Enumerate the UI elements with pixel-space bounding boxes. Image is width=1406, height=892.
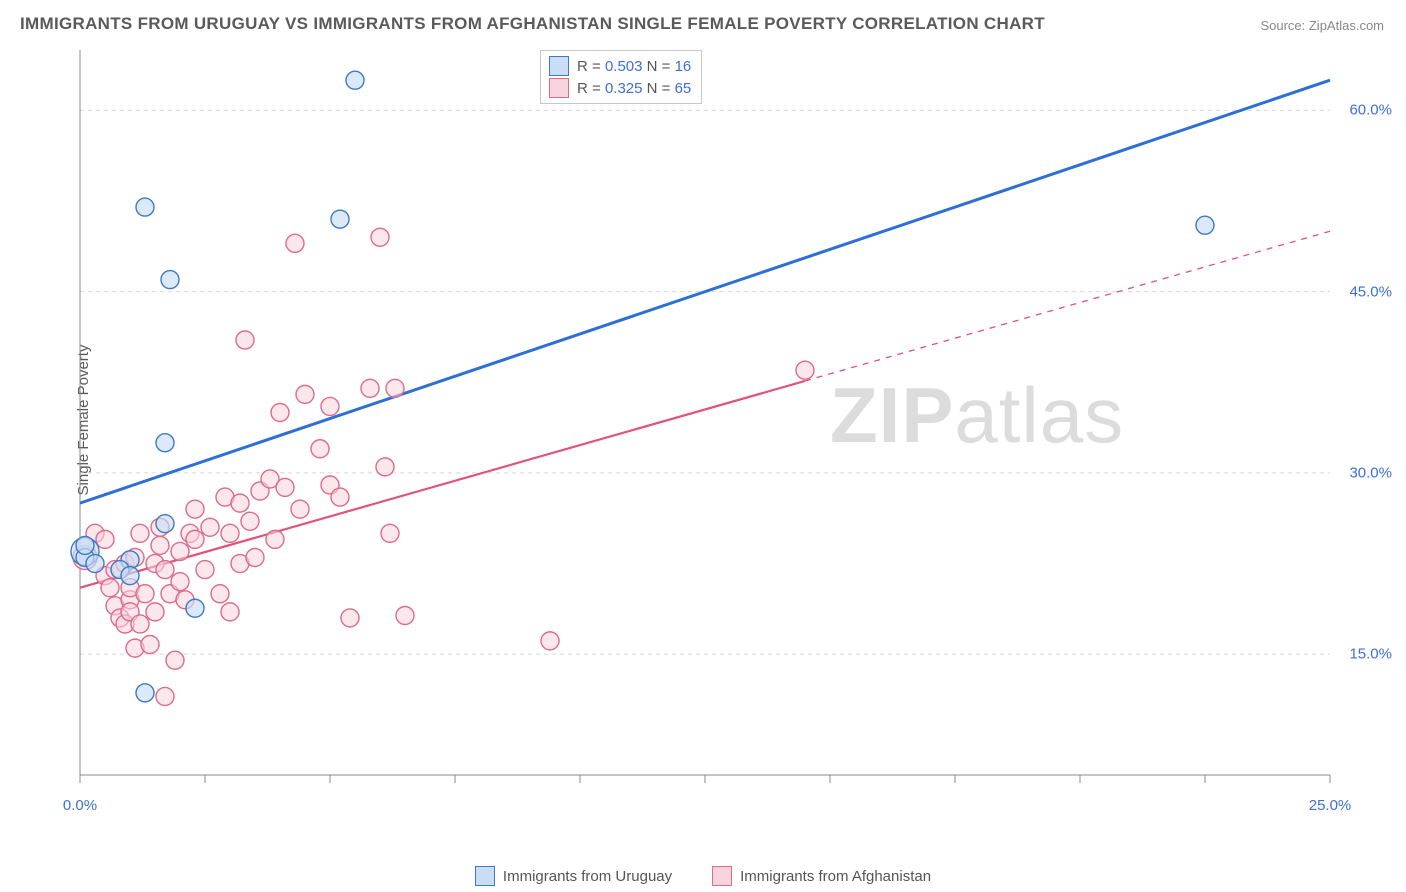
y-tick-label: 45.0%	[1349, 283, 1392, 300]
swatch-blue-icon	[475, 866, 495, 886]
n-value: 16	[675, 58, 692, 75]
y-tick-label: 15.0%	[1349, 646, 1392, 663]
y-tick-label: 30.0%	[1349, 464, 1392, 481]
scatter-plot	[50, 45, 1390, 835]
n-label: N =	[642, 80, 674, 97]
r-value: 0.503	[605, 58, 643, 75]
r-label: R =	[577, 80, 605, 97]
legend-label: Immigrants from Uruguay	[503, 868, 672, 885]
legend-text: R = 0.503 N = 16	[577, 58, 691, 75]
legend-text: R = 0.325 N = 65	[577, 80, 691, 97]
legend-row-uruguay: R = 0.503 N = 16	[549, 55, 691, 77]
x-tick-label: 25.0%	[1309, 797, 1352, 814]
n-label: N =	[642, 58, 674, 75]
legend-label: Immigrants from Afghanistan	[740, 868, 931, 885]
r-value: 0.325	[605, 80, 643, 97]
correlation-legend: R = 0.503 N = 16 R = 0.325 N = 65	[540, 50, 702, 104]
x-tick-label: 0.0%	[63, 797, 97, 814]
legend-row-afghanistan: R = 0.325 N = 65	[549, 77, 691, 99]
swatch-pink-icon	[712, 866, 732, 886]
swatch-pink-icon	[549, 78, 569, 98]
swatch-blue-icon	[549, 56, 569, 76]
legend-item-uruguay: Immigrants from Uruguay	[475, 866, 672, 886]
n-value: 65	[675, 80, 692, 97]
legend-item-afghanistan: Immigrants from Afghanistan	[712, 866, 931, 886]
source-attribution: Source: ZipAtlas.com	[1260, 18, 1384, 33]
series-legend: Immigrants from Uruguay Immigrants from …	[0, 866, 1406, 886]
r-label: R =	[577, 58, 605, 75]
chart-title: IMMIGRANTS FROM URUGUAY VS IMMIGRANTS FR…	[20, 14, 1045, 34]
plot-svg	[50, 45, 1390, 835]
y-tick-label: 60.0%	[1349, 102, 1392, 119]
